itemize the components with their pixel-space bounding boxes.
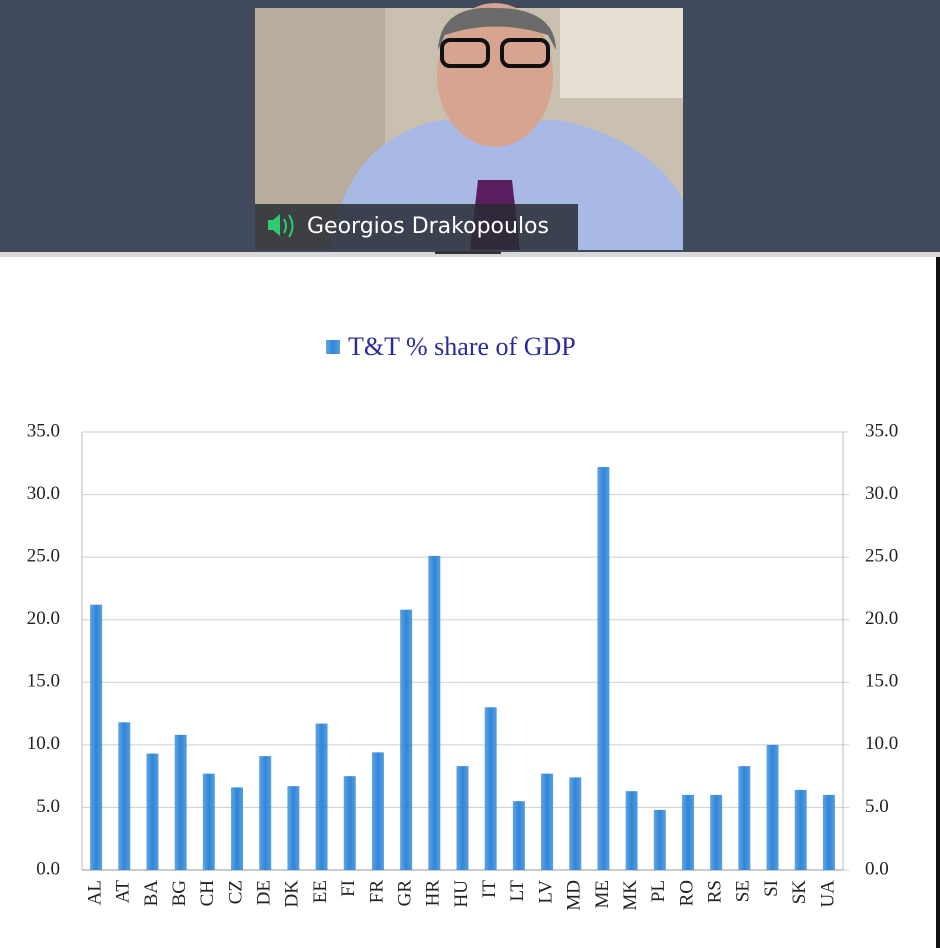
x-tick-label: GR xyxy=(394,880,415,907)
bar xyxy=(512,801,525,870)
bar xyxy=(259,756,272,870)
legend: T&T % share of GDP xyxy=(326,332,576,361)
bar xyxy=(484,707,497,870)
x-tick-label: FR xyxy=(366,880,387,904)
x-tick-label: UA xyxy=(817,880,838,908)
y2-tick-label: 30.0 xyxy=(865,483,898,504)
divider xyxy=(0,252,940,257)
bar xyxy=(343,776,356,870)
x-tick-label: LT xyxy=(507,880,528,902)
audio-icon xyxy=(283,214,294,238)
bar xyxy=(794,789,807,870)
x-tick-label: PL xyxy=(648,880,669,902)
bar xyxy=(710,794,723,870)
resize-handle[interactable] xyxy=(435,251,501,254)
y-tick-label: 20.0 xyxy=(27,608,60,629)
y2-tick-label: 15.0 xyxy=(865,671,898,692)
window xyxy=(560,8,683,98)
border xyxy=(936,257,940,948)
y-tick-label: 0.0 xyxy=(36,858,60,879)
x-tick-label: AT xyxy=(113,880,134,904)
bar xyxy=(681,794,694,870)
x-tick-label: EE xyxy=(310,880,331,903)
y2-tick-label: 0.0 xyxy=(865,858,889,879)
x-tick-label: LV xyxy=(535,880,556,904)
legend-label: T&T % share of GDP xyxy=(348,332,576,361)
y-tick-label: 15.0 xyxy=(27,671,60,692)
x-tick-label: HU xyxy=(451,880,472,908)
bar xyxy=(202,773,215,870)
legend-swatch xyxy=(326,340,340,354)
bar xyxy=(822,794,835,870)
x-tick-label: BA xyxy=(141,880,162,907)
x-tick-label: CH xyxy=(197,880,218,907)
y2-tick-label: 25.0 xyxy=(865,546,898,567)
bar xyxy=(428,555,441,870)
bar xyxy=(597,467,610,870)
bar xyxy=(118,722,131,870)
bar xyxy=(541,773,554,870)
x-tick-label: DK xyxy=(282,880,303,908)
y-tick-label: 30.0 xyxy=(27,483,60,504)
x-tick-label: IT xyxy=(479,880,500,898)
y-tick-label: 10.0 xyxy=(27,733,60,754)
x-tick-label: SK xyxy=(789,880,810,905)
x-tick-label: CZ xyxy=(225,880,246,904)
x-tick-label: HR xyxy=(423,880,444,907)
x-tick-label: MD xyxy=(564,880,585,911)
y2-tick-label: 35.0 xyxy=(865,420,898,441)
x-tick-label: DE xyxy=(254,880,275,905)
bar xyxy=(231,787,244,870)
bar xyxy=(653,809,666,870)
bar xyxy=(738,766,751,870)
x-tick-label: SE xyxy=(733,880,754,902)
bar xyxy=(766,744,779,870)
bar xyxy=(569,777,582,870)
audio-icon xyxy=(268,214,280,236)
y2-tick-label: 5.0 xyxy=(865,796,889,817)
x-tick-label: AL xyxy=(84,880,105,905)
x-tick-label: FI xyxy=(338,880,359,897)
y-tick-label: 5.0 xyxy=(36,796,60,817)
x-tick-label: RO xyxy=(676,880,697,906)
bar xyxy=(287,786,300,870)
y-tick-label: 35.0 xyxy=(27,420,60,441)
y-tick-label: 25.0 xyxy=(27,546,60,567)
y2-tick-label: 20.0 xyxy=(865,608,898,629)
bar xyxy=(146,753,159,870)
bar xyxy=(625,791,638,870)
hair xyxy=(438,7,556,50)
video-tile[interactable]: Georgios Drakopoulos xyxy=(255,3,683,250)
x-tick-label: ME xyxy=(592,880,613,909)
participant-name: Georgios Drakopoulos xyxy=(307,214,549,239)
x-tick-label: MK xyxy=(620,880,641,911)
x-tick-label: SI xyxy=(761,880,782,897)
x-tick-label: RS xyxy=(705,880,726,903)
bar xyxy=(371,752,384,870)
bar xyxy=(90,604,103,870)
bar xyxy=(315,723,328,870)
name-label xyxy=(255,204,578,250)
glasses xyxy=(500,38,550,68)
bar xyxy=(400,609,413,870)
chart: 0.0 5.0 10.0 15.0 20.0 25.0 30.0 35.0 0.0 5.0 10.0… xyxy=(27,332,899,911)
bar xyxy=(174,734,187,870)
glasses xyxy=(440,38,490,68)
y2-tick-label: 10.0 xyxy=(865,733,898,754)
x-tick-label: BG xyxy=(169,880,190,907)
bar xyxy=(456,766,469,870)
